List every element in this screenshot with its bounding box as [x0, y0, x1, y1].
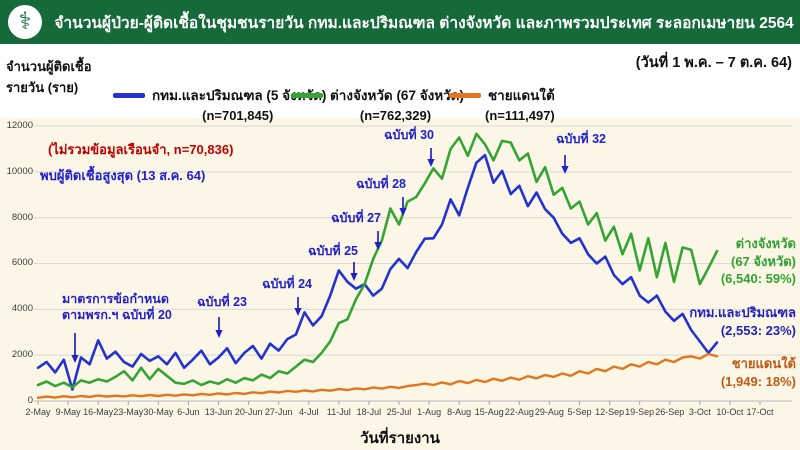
- note-peak-date: พบผู้ติดเชื้อสูงสุด (13 ส.ค. 64): [40, 168, 206, 183]
- x-axis-tick-label: 16-May: [83, 407, 114, 417]
- annotation-decree-25: ฉบับที่ 25: [308, 244, 358, 258]
- x-axis-tick-label: 22-Aug: [504, 407, 534, 417]
- series-line-2: [36, 352, 719, 399]
- legend-n-south: (n=111,497): [485, 108, 555, 123]
- annotation-arrow-head: [427, 159, 435, 167]
- end-label-south: ชายแดนใต้ (1,949: 18%): [720, 356, 796, 389]
- x-axis-tick-label: 18-Jul: [356, 407, 382, 417]
- ministry-of-public-health-logo-icon: ⚕: [8, 5, 42, 39]
- y-axis-tick-label: 4000: [11, 303, 33, 315]
- legend-item-bkk: กทม.และปริมณฑล (5 จังหวัด) (n=701,845): [113, 84, 326, 123]
- legend-label-bkk: กทม.และปริมณฑล (5 จังหวัด): [152, 88, 327, 103]
- series-line-1: [36, 132, 719, 389]
- annotation-arrow-head: [561, 166, 569, 174]
- legend-item-south: ชายแดนใต้ (n=111,497): [449, 84, 555, 123]
- legend-swatch-bkk: [113, 92, 145, 98]
- x-axis-tick-label: 23-May: [113, 407, 144, 417]
- legend-label-south: ชายแดนใต้: [488, 88, 555, 103]
- y-axis-unit-line2: รายวัน (ราย): [6, 80, 79, 95]
- date-range-label: (วันที่ 1 พ.ค. – 7 ต.ค. 64): [635, 55, 792, 71]
- series-line-0: [36, 153, 719, 391]
- annotation-arrow-head: [399, 208, 407, 216]
- legend-label-provinces: ต่างจังหวัด (67 จังหวัด): [330, 88, 464, 103]
- annotation-arrow-head: [71, 355, 79, 363]
- annotation-arrow-head: [215, 330, 223, 338]
- x-axis-tick-label: 15-Aug: [474, 407, 504, 417]
- annotation-decree-32: ฉบับที่ 32: [556, 132, 606, 146]
- annotation-decree-24: ฉบับที่ 24: [262, 277, 312, 291]
- y-axis-tick-label: 0: [27, 395, 33, 406]
- x-axis-tick-label: 20-Jun: [234, 407, 263, 417]
- legend-swatch-south: [449, 92, 481, 98]
- x-axis-tick-label: 17-Oct: [746, 407, 774, 417]
- x-axis-tick-label: 12-Sep: [595, 407, 625, 417]
- annotation-decree-28: ฉบับที่ 28: [356, 177, 406, 191]
- end-label-provinces: ต่างจังหวัด (67 จังหวัด) (6,540: 59%): [720, 236, 796, 286]
- page-title: จำนวนผู้ป่วย-ผู้ติดเชื้อในชุมชนรายวัน กท…: [54, 14, 794, 32]
- legend-n-provinces: (n=762,329): [359, 108, 432, 123]
- annotation-decree-27: ฉบับที่ 27: [331, 211, 381, 225]
- annotation-decree-20: มาตรการข้อกำหนด ตามพรก.ฯ ฉบับที่ 20: [62, 292, 172, 322]
- y-axis-tick-label: 2000: [11, 349, 33, 361]
- x-axis-tick-label: 25-Jul: [386, 407, 412, 417]
- y-axis-tick-label: 10000: [6, 165, 33, 177]
- x-axis-tick-label: 3-Oct: [688, 407, 711, 417]
- y-axis-unit-line1: จำนวนผู้ติดเชื้อ: [6, 59, 92, 74]
- x-axis-tick-label: 1-Aug: [417, 407, 442, 417]
- x-axis-tick-label: 4-Jul: [298, 407, 319, 417]
- legend-swatch-provinces: [291, 92, 323, 98]
- legend-band: [0, 44, 800, 118]
- end-label-bkk: กทม.และปริมณฑล (2,553: 23%): [689, 305, 796, 338]
- x-axis-tick-label: 5-Sep: [567, 407, 592, 417]
- note-prison-exclusion: (ไม่รวมข้อมูลเรือนจำ, n=70,836): [48, 142, 234, 157]
- annotation-arrow-head: [350, 273, 358, 281]
- x-axis-tick-label: 13-Jun: [204, 407, 233, 417]
- x-axis-tick-label: 11-Jul: [326, 407, 351, 417]
- legend-item-provinces: ต่างจังหวัด (67 จังหวัด) (n=762,329): [291, 84, 464, 123]
- x-axis-tick-label: 10-Oct: [716, 407, 744, 417]
- x-axis-tick-label: 9-May: [55, 407, 81, 417]
- annotation-decree-30: ฉบับที่ 30: [384, 128, 434, 142]
- x-axis-tick-label: 30-May: [143, 407, 174, 417]
- y-axis-tick-label: 12000: [6, 119, 33, 131]
- x-axis-title: วันที่รายงาน: [360, 430, 440, 447]
- x-axis-tick-label: 19-Sep: [625, 407, 655, 417]
- x-axis-tick-label: 27-Jun: [264, 407, 293, 417]
- y-axis-tick-label: 6000: [11, 257, 33, 269]
- annotation-arrow-head: [294, 308, 302, 316]
- x-axis-tick-label: 6-Jun: [177, 407, 200, 417]
- header-bar: ⚕ จำนวนผู้ป่วย-ผู้ติดเชื้อในชุมชนรายวัน …: [0, 0, 800, 44]
- x-axis-tick-label: 2-May: [25, 407, 51, 417]
- x-axis-tick-label: 26-Sep: [655, 407, 685, 417]
- x-axis-tick-label: 8-Aug: [447, 407, 472, 417]
- x-axis-tick-label: 29-Aug: [534, 407, 564, 417]
- annotation-decree-23: ฉบับที่ 23: [197, 295, 247, 309]
- y-axis-unit-label: จำนวนผู้ติดเชื้อ รายวัน (ราย): [6, 56, 92, 98]
- annotation-arrow-head: [374, 242, 382, 250]
- x-axis-tick-labels: 2-May 9-May 16-May 23-May 30-May 6-Jun 13-Jun 2…: [0, 407, 800, 421]
- legend-n-bkk: (n=701,845): [202, 108, 274, 123]
- y-axis-tick-label: 8000: [11, 211, 33, 223]
